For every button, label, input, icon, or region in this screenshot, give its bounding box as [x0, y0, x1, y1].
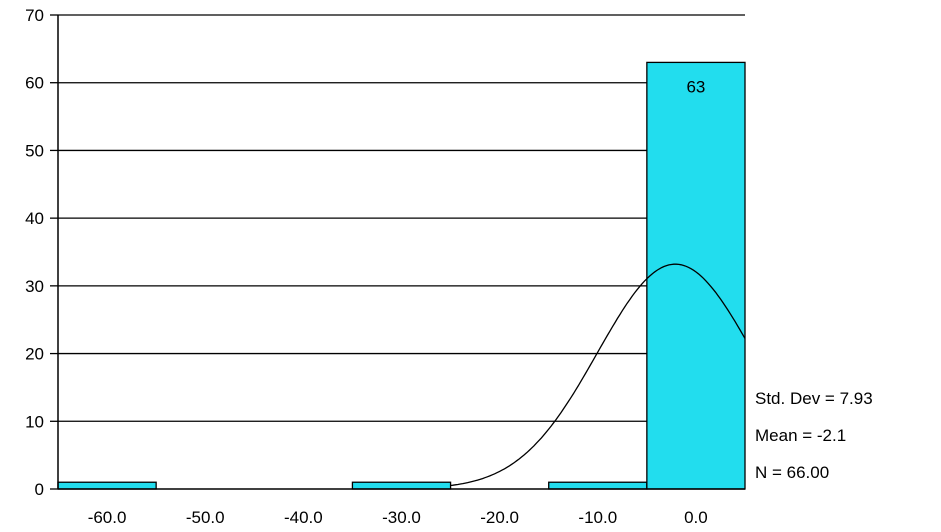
y-tick-label: 60 — [25, 74, 44, 93]
std-dev-label: Std. Dev = 7.93 — [755, 389, 873, 408]
y-axis-ticks: 0 10 20 30 40 50 60 70 — [25, 6, 58, 499]
n-label: N = 66.00 — [755, 463, 829, 482]
histogram-bars — [57, 61, 746, 490]
y-tick-label: 20 — [25, 345, 44, 364]
statistics-box: Std. Dev = 7.93 Mean = -2.1 N = 66.00 — [755, 389, 873, 482]
mean-label: Mean = -2.1 — [755, 426, 846, 445]
bar-data-label: 63 — [686, 77, 705, 96]
y-tick-label: 0 — [35, 480, 44, 499]
histogram-bar — [351, 481, 452, 490]
x-tick-label: -50.0 — [186, 508, 225, 527]
y-tick-label: 30 — [25, 277, 44, 296]
x-tick-label: -60.0 — [88, 508, 127, 527]
histogram-bar — [646, 61, 746, 490]
x-tick-label: -20.0 — [480, 508, 519, 527]
x-tick-label: -10.0 — [578, 508, 617, 527]
axes — [57, 15, 745, 490]
x-tick-label: -40.0 — [284, 508, 323, 527]
x-tick-label: 0.0 — [684, 508, 708, 527]
x-tick-label: -30.0 — [382, 508, 421, 527]
y-tick-label: 10 — [25, 412, 44, 431]
grid-lines — [58, 14, 745, 422]
data-labels: 63 — [686, 77, 705, 96]
histogram-bar — [548, 481, 648, 490]
y-tick-label: 40 — [25, 209, 44, 228]
normal-curve — [450, 263, 746, 487]
y-tick-label: 70 — [25, 6, 44, 25]
x-axis-ticks: -60.0 -50.0 -40.0 -30.0 -20.0 -10.0 0.0 — [88, 508, 708, 527]
histogram-bar — [57, 481, 157, 490]
y-tick-label: 50 — [25, 141, 44, 160]
